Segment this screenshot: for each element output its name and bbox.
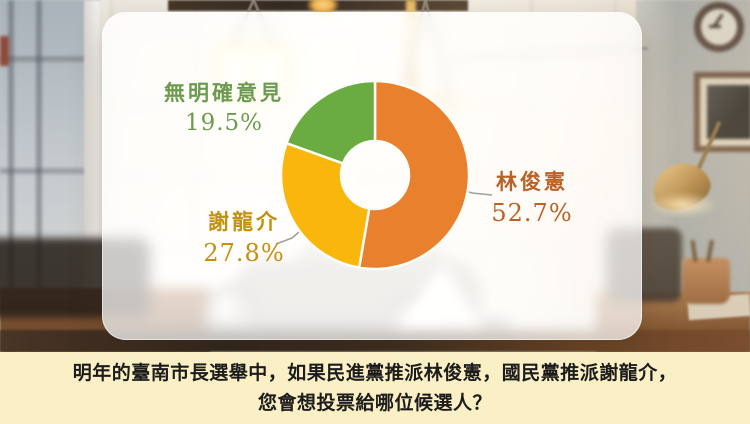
book-spine [0,36,9,66]
slice-value: 19.5% [184,110,264,136]
window-mullion [0,168,104,174]
question-band: 明年的臺南市長選舉中，如果民進黨推派林俊憲，國民黨推派謝龍介， 您會想投票給哪位… [0,352,750,424]
clock-hand [709,25,721,28]
window-mullion [8,0,14,352]
donut-slice-無明確意見 [285,79,377,165]
picture-frame-mat [700,78,750,146]
window-mullion [36,0,42,352]
slice-label-lin-chun-hsien: 林俊憲 52.7% [468,166,596,227]
slice-label-hsieh-lung-chieh: 謝龍介 27.8% [186,206,302,267]
window-mullion [0,56,104,62]
desk-lamp-glow [648,192,718,218]
slice-name: 無明確意見 [164,80,284,105]
question-line-2: 您會想投票給哪位候選人？ [257,392,492,414]
question-line-1: 明年的臺南市長選舉中，如果民進黨推派林俊憲，國民黨推派謝龍介， [72,362,678,384]
slice-name: 林俊憲 [496,169,568,194]
slice-value: 52.7% [491,199,573,227]
picture-frame [694,72,750,152]
slice-value: 27.8% [203,239,285,267]
frosted-glass-panel [102,12,642,340]
pen-cup [682,239,730,304]
slice-name: 謝龍介 [208,209,280,234]
slice-label-no-clear-opinion: 無明確意見 19.5% [146,77,302,136]
donut-chart [275,79,493,271]
wall-clock [694,2,744,52]
donut-slices [279,79,471,271]
donut-slice-林俊憲 [357,79,471,271]
donut-slice-謝龍介 [279,141,371,269]
